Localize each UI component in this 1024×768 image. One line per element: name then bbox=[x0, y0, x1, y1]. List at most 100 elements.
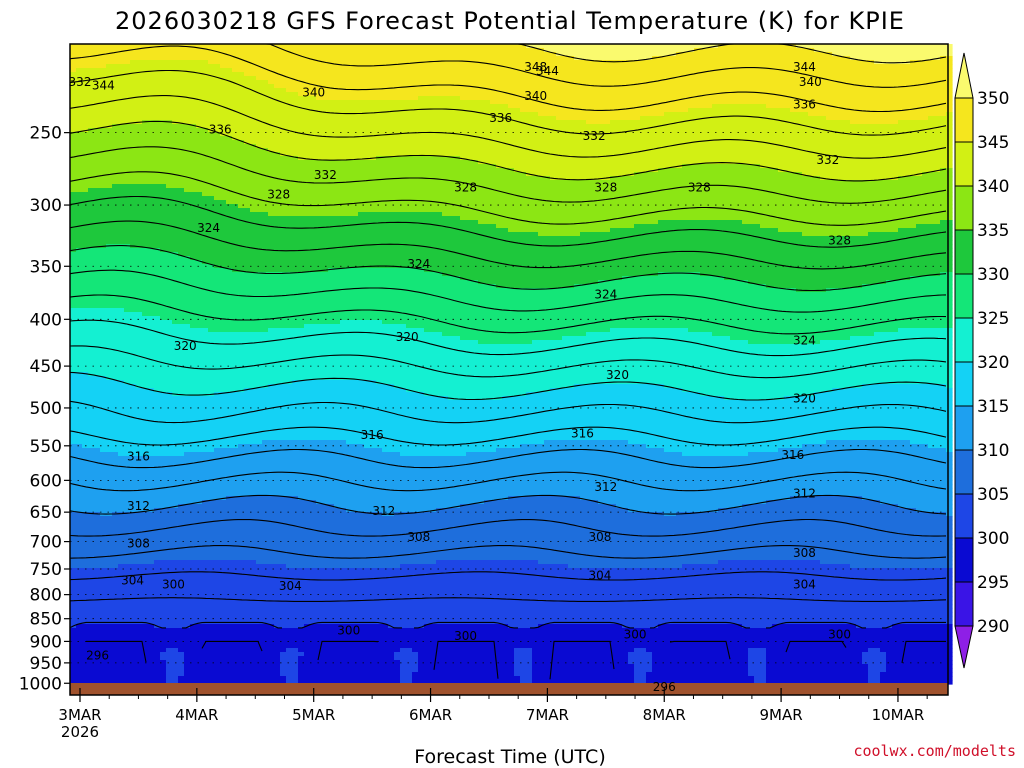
field-cell bbox=[154, 464, 161, 469]
field-cell bbox=[196, 468, 203, 473]
field-cell bbox=[208, 344, 215, 349]
field-cell bbox=[172, 104, 179, 109]
field-cell bbox=[118, 92, 125, 97]
field-cell bbox=[118, 308, 125, 313]
field-cell bbox=[196, 76, 203, 81]
field-cell bbox=[88, 588, 95, 593]
field-cell bbox=[190, 376, 197, 381]
field-cell bbox=[172, 660, 179, 665]
field-cell bbox=[112, 648, 119, 653]
field-cell bbox=[118, 332, 125, 337]
field-cell bbox=[136, 280, 143, 285]
field-cell bbox=[178, 304, 185, 309]
field-cell bbox=[250, 276, 257, 281]
field-cell bbox=[106, 224, 113, 229]
field-cell bbox=[70, 288, 77, 293]
field-cell bbox=[256, 184, 263, 189]
field-cell bbox=[124, 468, 131, 473]
field-cell bbox=[178, 180, 185, 185]
field-cell bbox=[88, 332, 95, 337]
field-cell bbox=[244, 108, 251, 113]
field-cell bbox=[94, 368, 101, 373]
field-cell bbox=[82, 312, 89, 317]
field-cell bbox=[196, 664, 203, 669]
field-cell bbox=[190, 492, 197, 497]
field-cell bbox=[214, 656, 221, 661]
field-cell bbox=[232, 276, 239, 281]
field-cell bbox=[220, 380, 227, 385]
field-cell bbox=[112, 452, 119, 457]
field-cell bbox=[118, 272, 125, 277]
field-cell bbox=[124, 484, 131, 489]
field-cell bbox=[214, 168, 221, 173]
field-cell bbox=[184, 620, 191, 625]
field-cell bbox=[118, 604, 125, 609]
field-cell bbox=[220, 464, 227, 469]
field-cell bbox=[238, 616, 245, 621]
field-cell bbox=[202, 388, 209, 393]
field-cell bbox=[172, 408, 179, 413]
field-cell bbox=[148, 652, 155, 657]
field-cell bbox=[142, 200, 149, 205]
field-cell bbox=[124, 568, 131, 573]
field-cell bbox=[136, 132, 143, 137]
field-cell bbox=[208, 80, 215, 85]
field-cell bbox=[82, 672, 89, 677]
field-cell bbox=[70, 252, 77, 257]
field-cell bbox=[202, 336, 209, 341]
field-cell bbox=[196, 392, 203, 397]
field-cell bbox=[244, 204, 251, 209]
field-cell bbox=[76, 188, 83, 193]
field-cell bbox=[172, 180, 179, 185]
field-cell bbox=[238, 640, 245, 645]
field-cell bbox=[208, 488, 215, 493]
field-cell bbox=[250, 604, 257, 609]
field-cell bbox=[178, 384, 185, 389]
field-cell bbox=[82, 368, 89, 373]
field-cell bbox=[256, 128, 263, 133]
field-cell bbox=[130, 396, 137, 401]
field-cell bbox=[238, 312, 245, 317]
field-cell bbox=[214, 648, 221, 653]
field-cell bbox=[82, 624, 89, 629]
field-cell bbox=[190, 388, 197, 393]
field-cell bbox=[142, 428, 149, 433]
field-cell bbox=[136, 136, 143, 141]
field-cell bbox=[244, 348, 251, 353]
field-cell bbox=[106, 272, 113, 277]
field-cell bbox=[202, 456, 209, 461]
field-cell bbox=[238, 644, 245, 649]
field-cell bbox=[214, 364, 221, 369]
field-cell bbox=[226, 636, 233, 641]
field-cell bbox=[136, 140, 143, 145]
field-cell bbox=[148, 164, 155, 169]
field-cell bbox=[244, 480, 251, 485]
field-cell bbox=[100, 664, 107, 669]
field-cell bbox=[148, 240, 155, 245]
field-cell bbox=[166, 492, 173, 497]
field-cell bbox=[190, 600, 197, 605]
field-cell bbox=[238, 604, 245, 609]
field-cell bbox=[112, 164, 119, 169]
field-cell bbox=[250, 436, 257, 441]
field-cell bbox=[214, 176, 221, 181]
field-cell bbox=[88, 324, 95, 329]
field-cell bbox=[196, 112, 203, 117]
field-cell bbox=[100, 112, 107, 117]
field-cell bbox=[82, 336, 89, 341]
field-cell bbox=[124, 360, 131, 365]
field-cell bbox=[70, 664, 77, 669]
field-cell bbox=[178, 316, 185, 321]
field-cell bbox=[154, 224, 161, 229]
field-cell bbox=[88, 516, 95, 521]
field-cell bbox=[76, 360, 83, 365]
field-cell bbox=[118, 640, 125, 645]
field-cell bbox=[136, 396, 143, 401]
field-cell bbox=[166, 152, 173, 157]
field-cell bbox=[160, 512, 167, 517]
field-cell bbox=[118, 460, 125, 465]
field-cell bbox=[208, 676, 215, 681]
field-cell bbox=[106, 316, 113, 321]
field-cell bbox=[76, 440, 83, 445]
field-cell bbox=[76, 216, 83, 221]
